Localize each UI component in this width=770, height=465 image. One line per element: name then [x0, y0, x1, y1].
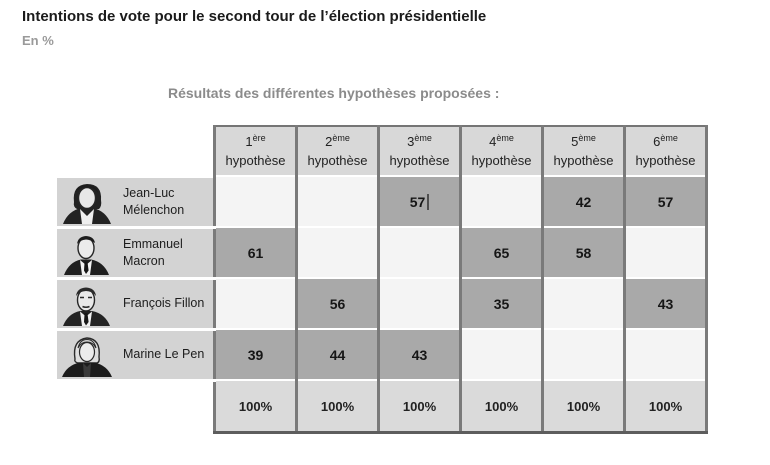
candidate-cell-melenchon: Jean-Luc Mélenchon: [57, 174, 215, 229]
candidate-cell-macron: Emmanuel Macron: [57, 225, 215, 280]
value-cell: [623, 328, 708, 381]
candidate-name: Jean-Luc Mélenchon: [123, 186, 185, 217]
value-cell: 57: [377, 175, 462, 228]
value-cell: [623, 226, 708, 279]
total-cell: 100%: [623, 379, 708, 434]
header-spacer: [57, 126, 215, 176]
value-cell: 61: [213, 226, 298, 279]
total-cell: 100%: [213, 379, 298, 434]
column-header-3: 3ème hypothèse: [377, 125, 462, 177]
column-header-5: 5ème hypothèse: [541, 125, 626, 177]
table-caption: Résultats des différentes hypothèses pro…: [168, 85, 500, 101]
total-cell: 100%: [541, 379, 626, 434]
value-cell: 43: [377, 328, 462, 381]
total-cell: 100%: [377, 379, 462, 434]
ordinal-suffix: ème: [332, 132, 350, 143]
total-spacer: [57, 380, 215, 433]
unit-label: En %: [22, 33, 54, 48]
value-cell: [295, 175, 380, 228]
table-row-lepen: Marine Le Pen 39 44 43: [57, 327, 708, 382]
header-row: 1ère hypothèse 2ème hypothèse 3ème hypot…: [57, 125, 708, 177]
column-header-4: 4ème hypothèse: [459, 125, 544, 177]
value-cell: 56: [295, 277, 380, 330]
ordinal-suffix: ème: [414, 132, 432, 143]
ordinal-suffix: ème: [578, 132, 596, 143]
candidate-cell-fillon: François Fillon: [57, 276, 215, 331]
text-caret: [427, 193, 430, 210]
value-cell: [377, 277, 462, 330]
total-cell: 100%: [295, 379, 380, 434]
value-cell: [295, 226, 380, 279]
value-cell: [541, 328, 626, 381]
table-row-fillon: François Fillon 56 35 43: [57, 276, 708, 331]
candidate-name: Marine Le Pen: [123, 347, 205, 362]
candidate-name: Emmanuel Macron: [123, 237, 183, 268]
lepen-portrait-image: [59, 333, 119, 377]
value-cell: [541, 277, 626, 330]
column-header-6: 6ème hypothèse: [623, 125, 708, 177]
fillon-portrait-image: [59, 282, 119, 326]
total-row: 100% 100% 100% 100% 100% 100%: [57, 379, 708, 434]
results-table: 1ère hypothèse 2ème hypothèse 3ème hypot…: [57, 125, 708, 434]
value-cell: 42: [541, 175, 626, 228]
value-cell: [459, 175, 544, 228]
total-cell: 100%: [459, 379, 544, 434]
value-cell: 43: [623, 277, 708, 330]
value-cell: 57: [623, 175, 708, 228]
ordinal-suffix: ère: [252, 132, 266, 143]
macron-portrait-image: [59, 231, 119, 275]
value-cell: 44: [295, 328, 380, 381]
column-header-1: 1ère hypothèse: [213, 125, 298, 177]
value-cell: [459, 328, 544, 381]
table-row-melenchon: Jean-Luc Mélenchon 57 42 57: [57, 174, 708, 229]
column-header-2: 2ème hypothèse: [295, 125, 380, 177]
table-row-macron: Emmanuel Macron 61 65 58: [57, 225, 708, 280]
ordinal-suffix: ème: [660, 132, 678, 143]
value-cell: [377, 226, 462, 279]
ordinal-suffix: ème: [496, 132, 514, 143]
value-cell: 39: [213, 328, 298, 381]
value-cell: [213, 277, 298, 330]
candidate-name: François Fillon: [123, 296, 205, 311]
value-cell: 58: [541, 226, 626, 279]
value-cell: [213, 175, 298, 228]
value-cell: 65: [459, 226, 544, 279]
candidate-cell-lepen: Marine Le Pen: [57, 327, 215, 382]
melenchon-portrait-image: [59, 180, 119, 224]
value-cell: 35: [459, 277, 544, 330]
page-title: Intentions de vote pour le second tour d…: [22, 8, 487, 25]
